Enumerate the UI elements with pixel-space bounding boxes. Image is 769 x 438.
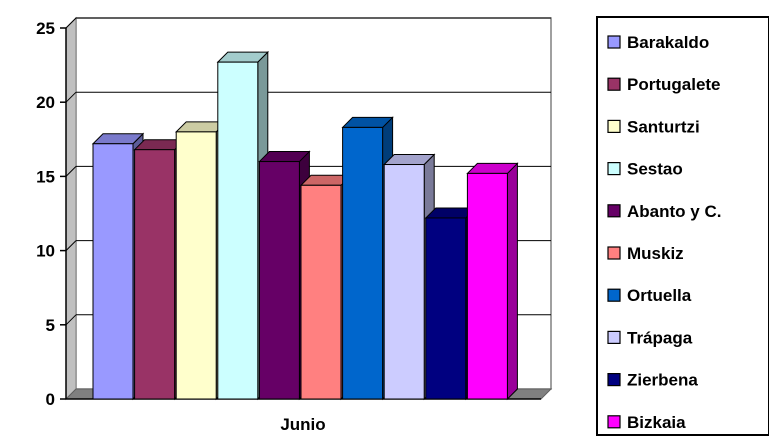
legend-swatch — [607, 204, 621, 218]
legend-item: Muskiz — [607, 244, 684, 263]
y-tick-label: 15 — [36, 167, 55, 186]
legend-item: Sestao — [607, 160, 683, 179]
bar-front — [466, 172, 508, 400]
legend-swatch — [607, 77, 621, 91]
legend-label: Abanto y C. — [627, 202, 721, 221]
y-axis: 0 5 10 15 20 25 — [36, 19, 66, 409]
bar-front — [134, 149, 176, 400]
legend-swatch — [607, 119, 621, 134]
bar-bizkaia — [466, 162, 519, 401]
bar-front — [342, 126, 384, 400]
legend-swatch — [607, 162, 621, 176]
y-tick-label: 0 — [46, 390, 55, 409]
category-label: Junio — [280, 415, 325, 434]
legend-swatch — [607, 246, 621, 260]
legend-swatch — [607, 330, 621, 344]
legend-item: Abanto y C. — [607, 202, 721, 221]
bar-front — [217, 61, 259, 400]
gridline-side — [65, 166, 77, 177]
legend-item: Bizkaia — [607, 413, 686, 432]
bar-front — [175, 131, 217, 400]
bar-front — [425, 217, 467, 400]
legend-label: Portugalete — [627, 75, 721, 94]
y-tick-label: 10 — [36, 242, 55, 261]
legend-label: Ortuella — [627, 286, 692, 305]
legend-box — [596, 16, 769, 436]
legend-item: Zierbena — [607, 371, 698, 390]
legend-swatch — [607, 288, 621, 302]
legend-item: Portugalete — [607, 75, 721, 94]
legend-item: Santurtzi — [607, 117, 700, 136]
legend-label: Zierbena — [627, 371, 698, 390]
bar-front — [92, 143, 134, 400]
bar-front — [300, 184, 342, 400]
legend-swatch — [607, 415, 621, 429]
y-tick-label: 25 — [36, 19, 55, 38]
legend-label: Trápaga — [627, 328, 693, 347]
legend: Barakaldo Portugalete Santurtzi Sestao Abant… — [607, 33, 721, 432]
gridline-side — [65, 91, 77, 103]
legend-item: Ortuella — [607, 286, 692, 305]
bar-front — [383, 164, 425, 400]
legend-label: Sestao — [627, 160, 683, 179]
legend-swatch — [607, 373, 621, 387]
legend-label: Santurtzi — [627, 117, 700, 136]
bar-front — [258, 161, 300, 400]
legend-label: Barakaldo — [627, 33, 709, 52]
gridline-side — [65, 17, 77, 29]
gridline-side — [65, 314, 77, 326]
gridline-side — [65, 240, 77, 251]
legend-swatch — [607, 35, 621, 49]
legend-item: Trápaga — [607, 328, 693, 347]
plot-side-wall — [65, 16, 77, 401]
legend-item: Barakaldo — [607, 33, 709, 52]
bars — [91, 50, 519, 401]
legend-label: Bizkaia — [627, 413, 686, 432]
legend-label: Muskiz — [627, 244, 684, 263]
bar-side — [506, 162, 518, 401]
y-tick-label: 5 — [46, 316, 55, 335]
y-tick-label: 20 — [36, 93, 55, 112]
